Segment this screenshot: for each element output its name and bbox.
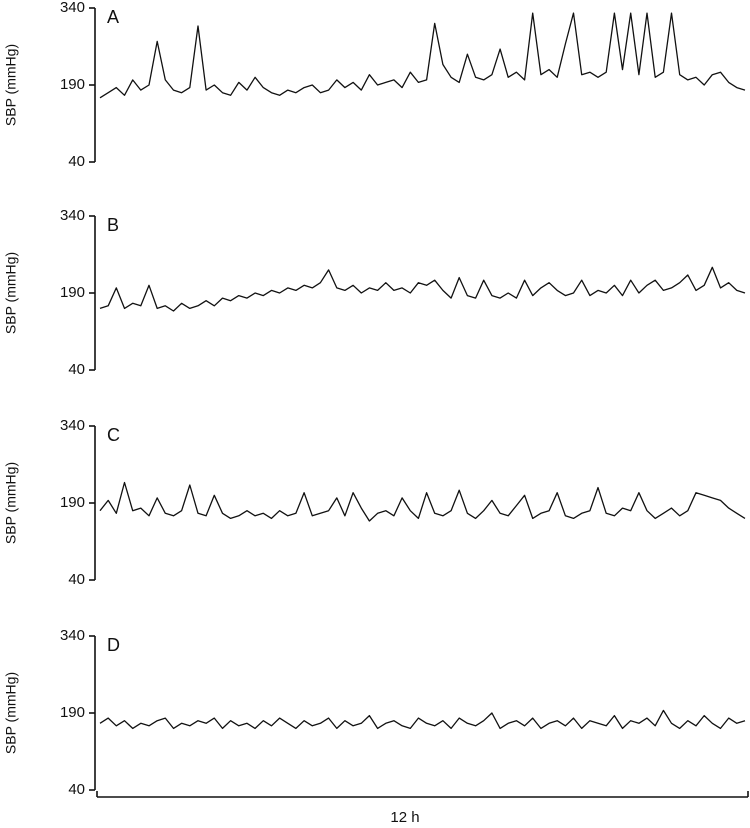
panel-label: D (107, 635, 120, 655)
y-tick-label: 190 (60, 284, 85, 301)
y-tick-label: 340 (60, 417, 85, 434)
y-tick-label: 340 (60, 0, 85, 16)
y-axis-label: SBP (mmHg) (3, 462, 19, 544)
panel-label: A (107, 7, 119, 27)
y-tick-label: 40 (68, 781, 85, 798)
y-tick-label: 340 (60, 627, 85, 644)
y-tick-label: 40 (68, 571, 85, 588)
y-axis-label: SBP (mmHg) (3, 252, 19, 334)
y-tick-label: 190 (60, 494, 85, 511)
y-tick-label: 340 (60, 207, 85, 224)
panel-label: C (107, 425, 120, 445)
trace (99, 481, 746, 522)
panel-label: B (107, 215, 119, 235)
y-axis-label: SBP (mmHg) (3, 672, 19, 754)
y-tick-label: 190 (60, 704, 85, 721)
y-tick-label: 190 (60, 76, 85, 93)
x-axis-label: 12 h (390, 809, 419, 826)
trace (99, 266, 746, 312)
y-tick-label: 40 (68, 153, 85, 170)
trace (99, 709, 746, 730)
y-axis-label: SBP (mmHg) (3, 44, 19, 126)
trace (99, 12, 746, 99)
y-tick-label: 40 (68, 361, 85, 378)
